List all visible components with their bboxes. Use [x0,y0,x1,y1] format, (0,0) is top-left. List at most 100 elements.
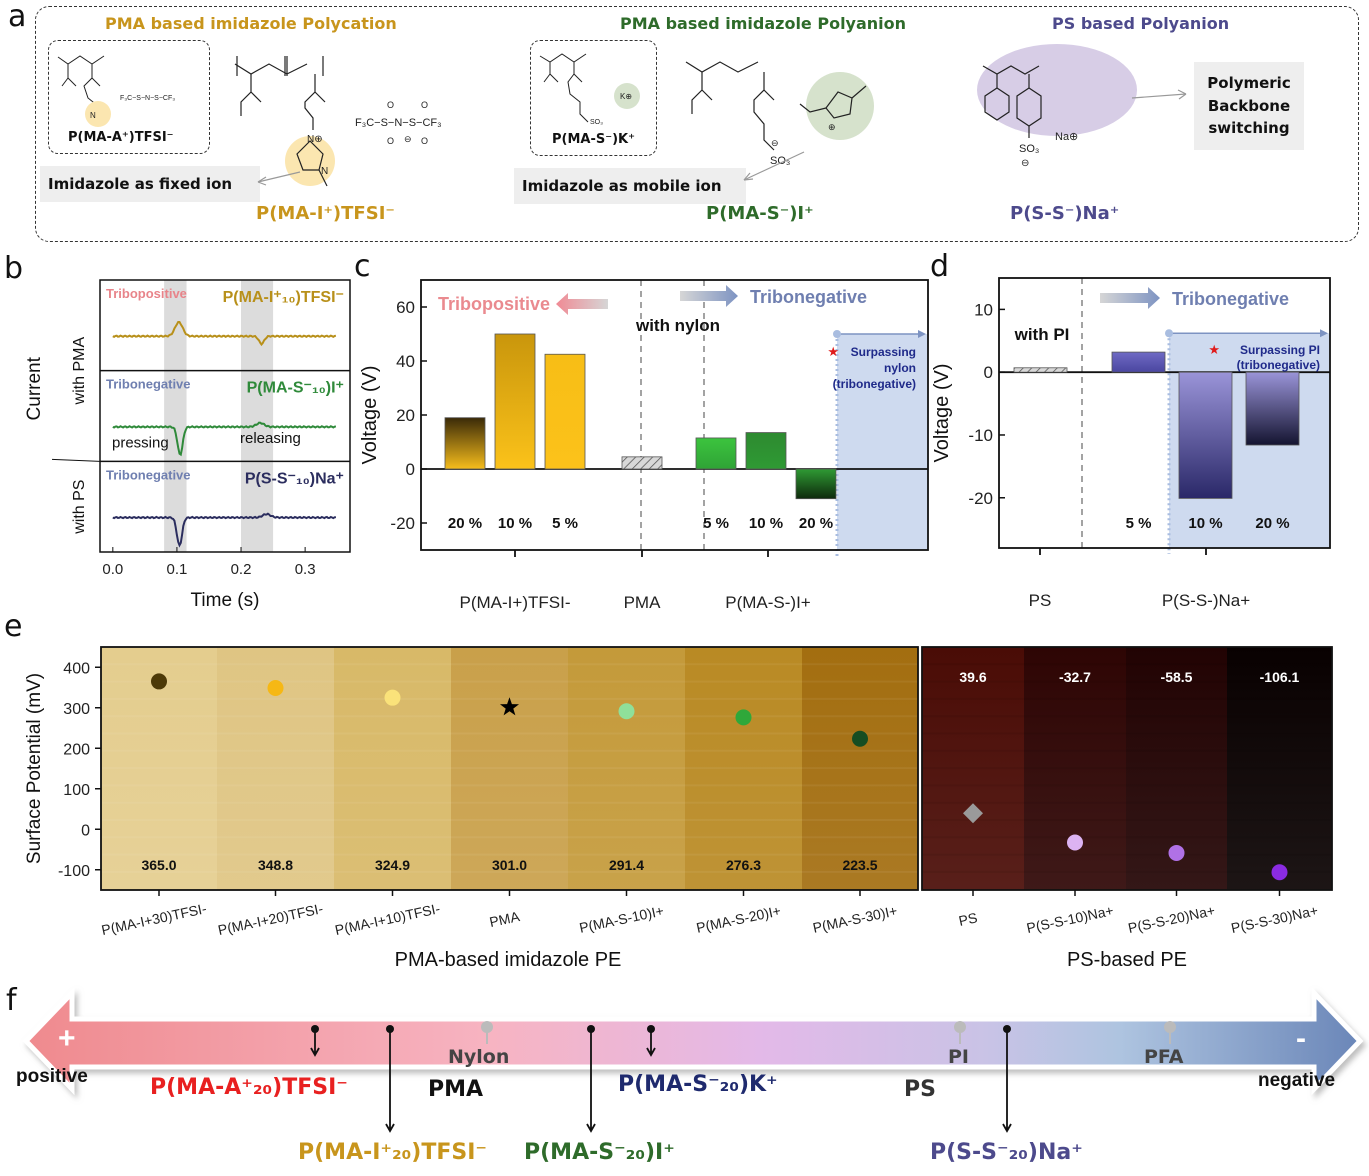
afm-image-3 [451,647,568,890]
star-icon: ★ [827,344,839,359]
polyanion-title: PMA based imidazole Polyanion [620,14,907,33]
highlight-note-0: Surpassing [851,345,916,359]
highlight-region [837,334,928,550]
backbone-switching-note: Polymeric Backbone switching [1194,62,1304,150]
shaded-region-0 [164,280,187,552]
point-8 [1067,834,1083,851]
tribonegative-arrow-icon [680,285,738,307]
triboelectric-series-arrow [22,986,1364,1096]
tribopositive-arrow-icon [556,293,608,315]
panel-e-letter: e [4,609,23,644]
marker-ma-a-icon [310,1025,320,1057]
fixed-ion-arrow-icon [257,171,301,186]
afm-image-6 [802,647,918,890]
group-label-0: PS [1029,591,1052,610]
x-tick-label: 0.0 [102,561,123,578]
bar-label-2: 10 % [1188,515,1222,532]
svg-text:O: O [387,136,394,146]
structure-ps: SO₃ ⊖ Na⊕ [977,44,1137,169]
material-pma: PMA [428,1077,484,1102]
plus-sign: + [58,1022,76,1055]
structure-ma-i: N⊕ N F₃C−S−N−S−CF₃ O O O ⊖ O [234,56,442,187]
y-tick-label: 300 [63,701,90,718]
highlight-note-1: nylon [884,361,916,375]
y-tick-label: 0 [81,822,90,839]
svg-text:K⊕: K⊕ [620,92,632,101]
bar-6 [795,468,837,500]
trace-1 [112,421,337,457]
highlight-dot [1165,329,1173,338]
svg-text:⊖: ⊖ [404,134,412,144]
value-label-2: 324.9 [375,857,410,873]
svg-text:N⊕: N⊕ [307,134,323,145]
category-label-5: P(MA-S-20)I+ [695,902,782,936]
y-tick-label: 400 [63,660,90,677]
tribonegative-label: Tribonegative [1172,289,1289,309]
shaded-region-1 [241,280,274,552]
x-axis-label: Time (s) [191,590,260,611]
polycation-title: PMA based imidazole Polycation [105,14,397,33]
chart-c-voltage-nylon: 20 % 10 % 5 % 5 % 10 % 20 % -20 0 20 40 60 Voltage … [359,279,929,612]
bar-1 [494,333,536,470]
panel-d-letter: d [930,249,950,284]
trace-tag-2: Tribonegative [106,467,191,482]
y-tick-label: -20 [390,514,415,533]
point-0 [151,673,167,690]
pin-nylon-icon [481,1021,493,1044]
highlight-note-1: (tribonegative) [1237,358,1320,372]
y-tick-label: -10 [968,426,993,445]
highlight-dot [833,330,841,338]
category-label-9: P(S-S-20)Na+ [1127,902,1217,936]
structure-ma-a: N F₃C−S−N−S−CF₃ [57,55,175,127]
group-label-1: PMA [624,593,662,612]
chart-b-frame [99,279,351,553]
y-tick-label: 40 [396,352,415,371]
point-7 [963,803,983,824]
inset-box-ma-s-k [530,40,657,156]
y-tick-label: 0 [406,460,415,479]
marker-ma-s-i-icon [586,1025,596,1133]
x-tick-label: 0.2 [231,561,252,578]
bar-1 [1111,351,1166,373]
marker-ma-i-icon [385,1025,395,1133]
y-tick-label: -100 [58,863,90,880]
condition-label: with PI [1014,325,1070,344]
value-label-8: -32.7 [1059,669,1091,685]
label-s-s-na: P(S-S⁻)Na⁺ [1010,203,1120,224]
point-5 [735,709,752,726]
highlight-note-2: (tribonegative) [833,377,916,391]
svg-text:O: O [421,136,428,146]
material-ma-a: P(MA-A⁺₂₀)TFSI⁻ [150,1075,348,1100]
bar-0 [444,417,486,470]
highlight-arrow-head [1320,329,1328,338]
category-label-0: P(MA-I+30)TFSI- [100,900,208,938]
mobile-ion-arrow-icon [743,151,805,181]
material-ma-i: P(MA-I⁺₂₀)TFSI⁻ [298,1140,488,1165]
svg-text:N: N [321,166,328,177]
material-s-s-na: P(S-S⁻₂₀)Na⁺ [930,1140,1083,1165]
afm-image-5 [685,647,802,890]
y-tick-label: 10 [974,300,993,319]
y-axis-label: Current [24,356,45,420]
annotation-releasing: releasing [240,430,301,447]
value-label-1: 348.8 [258,857,293,873]
bar-label-3: 20 % [1255,515,1289,532]
y-tick-label: 0 [984,363,993,382]
bar-4 [695,437,737,470]
svg-text:SO₃: SO₃ [590,119,603,126]
structure-ma-s-k: K⊕ SO₃ [539,53,640,126]
ps-polyanion-title: PS based Polyanion [1052,14,1230,33]
structure-ma-s-i: SO₃ ⊖ ⊕ [685,61,874,167]
svg-text:O: O [387,100,394,110]
group-label-pma: PMA-based imidazole PE [395,949,622,971]
group-label-1: P(S-S-)Na+ [1162,591,1250,610]
value-label-10: -106.1 [1260,669,1300,685]
svg-text:⊕: ⊕ [828,122,836,132]
ref-pi: PI [948,1046,969,1068]
trace-tag-1: Tribonegative [106,377,191,392]
group-label-ps: with PS [71,480,88,535]
value-label-9: -58.5 [1161,669,1193,685]
label-ma-i: P(MA-I⁺)TFSI⁻ [256,203,395,224]
bar-label-2: 5 % [552,515,578,532]
chart-e-surface-potential: 365.0 P(MA-I+30)TFSI- 348.8 P(MA-I+20)TFSI-… [24,646,1333,971]
